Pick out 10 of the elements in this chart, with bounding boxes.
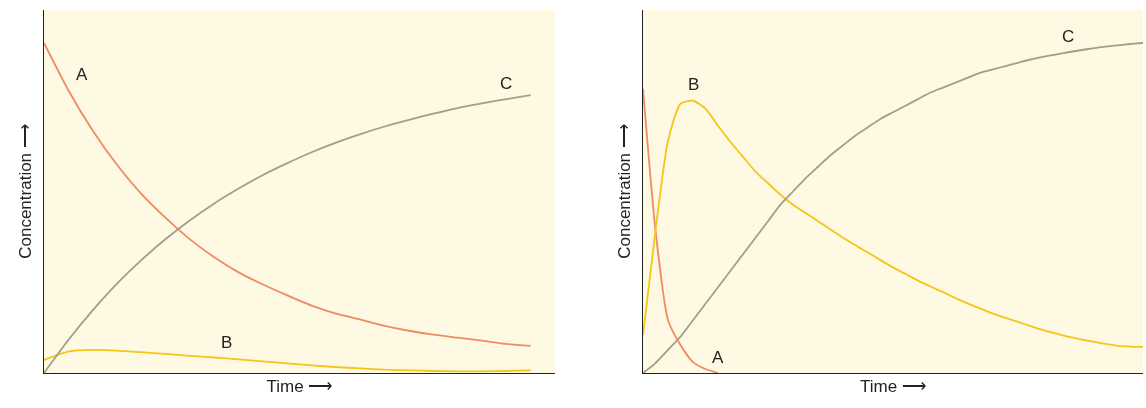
y-axis-title: Concentration ⟶ bbox=[615, 124, 635, 259]
y-axis-title: Concentration ⟶ bbox=[16, 124, 36, 259]
series-label: B bbox=[221, 333, 233, 352]
series-label: A bbox=[76, 65, 88, 84]
series-label: B bbox=[688, 75, 700, 94]
x-axis-title: Time ⟶ bbox=[266, 376, 333, 396]
series-label: A bbox=[712, 348, 724, 367]
x-axis-title: Time ⟶ bbox=[860, 376, 926, 396]
series-label: C bbox=[500, 74, 513, 93]
series-label: C bbox=[1062, 27, 1075, 46]
